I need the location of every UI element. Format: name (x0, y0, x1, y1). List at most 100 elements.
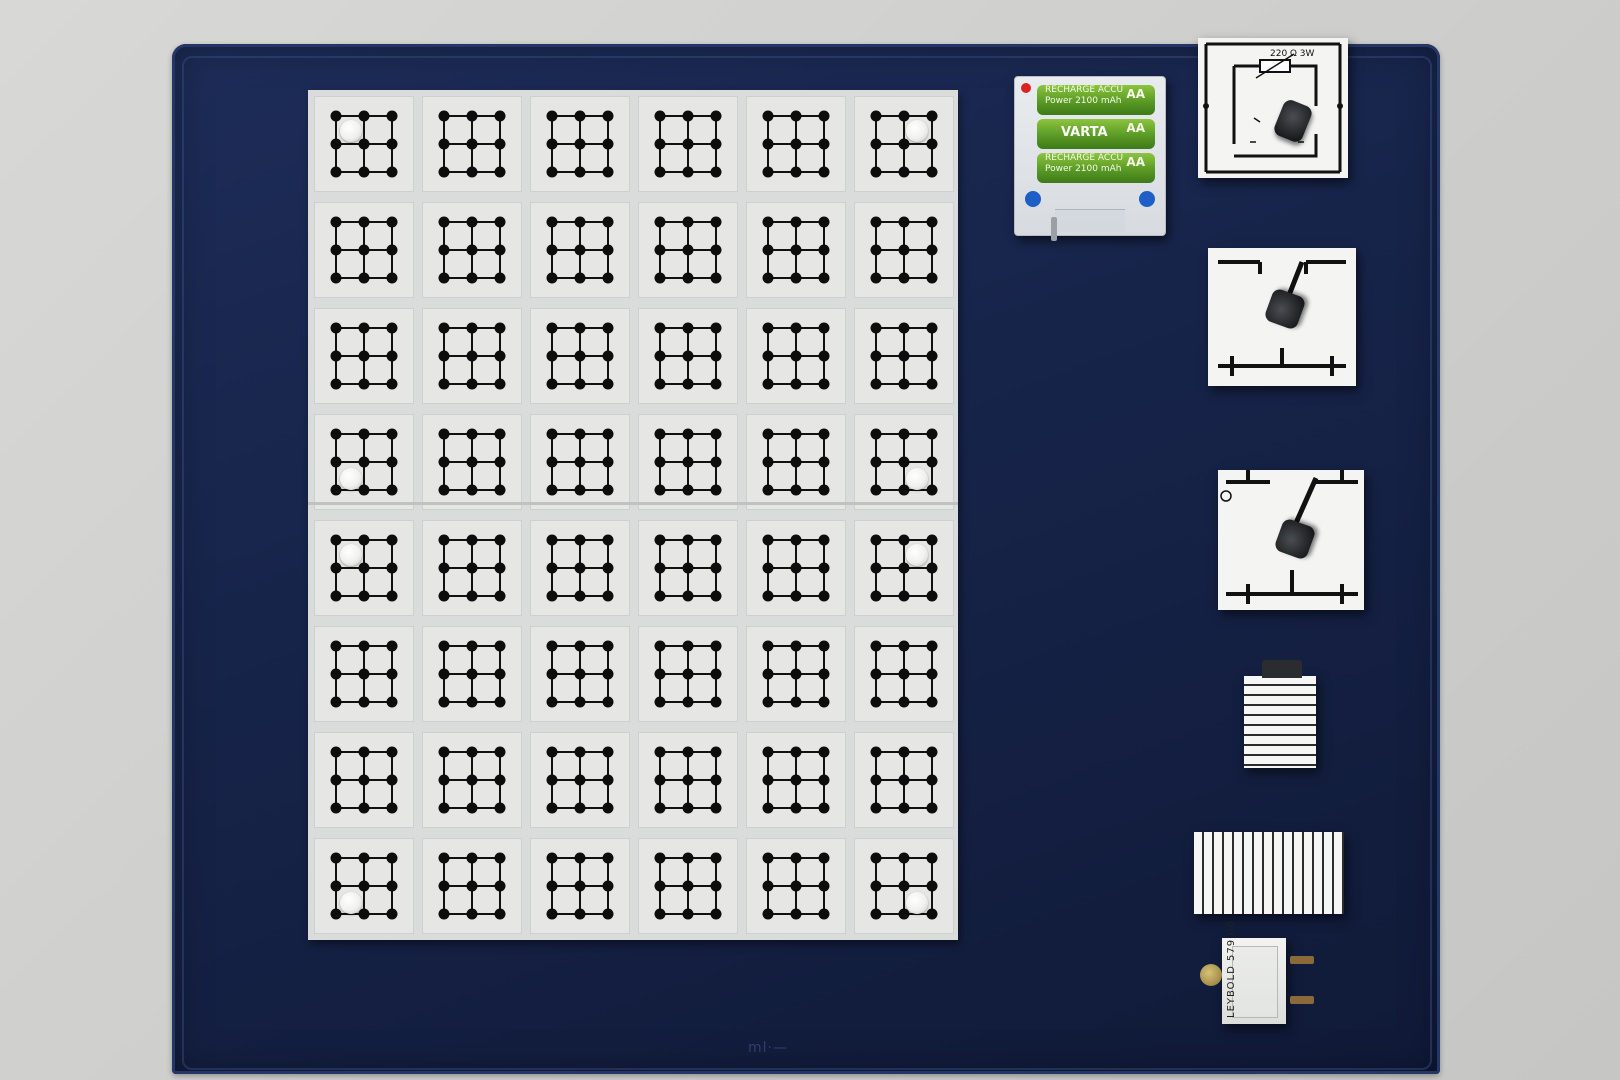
socket-hole[interactable] (466, 880, 478, 892)
socket-hole[interactable] (870, 166, 882, 178)
socket-hole[interactable] (682, 138, 694, 150)
socket-hole[interactable] (818, 696, 830, 708)
board-tile[interactable] (638, 96, 738, 192)
board-tile[interactable] (314, 308, 414, 404)
socket-hole[interactable] (330, 244, 342, 256)
socket-hole[interactable] (546, 428, 558, 440)
socket-hole[interactable] (790, 428, 802, 440)
socket-hole[interactable] (870, 216, 882, 228)
socket-hole[interactable] (682, 802, 694, 814)
socket-hole[interactable] (926, 244, 938, 256)
socket-hole[interactable] (438, 852, 450, 864)
board-tile[interactable] (746, 414, 846, 510)
socket-hole[interactable] (602, 110, 614, 122)
socket-hole[interactable] (870, 244, 882, 256)
socket-hole[interactable] (574, 428, 586, 440)
socket-hole[interactable] (818, 640, 830, 652)
socket-hole[interactable] (466, 852, 478, 864)
board-tile[interactable] (638, 414, 738, 510)
board-tile[interactable] (854, 308, 954, 404)
socket-hole[interactable] (926, 110, 938, 122)
socket-hole[interactable] (438, 272, 450, 284)
socket-hole[interactable] (466, 216, 478, 228)
socket-hole[interactable] (574, 590, 586, 602)
socket-hole[interactable] (386, 350, 398, 362)
socket-hole[interactable] (790, 350, 802, 362)
socket-hole[interactable] (682, 110, 694, 122)
socket-hole[interactable] (762, 456, 774, 468)
socket-hole[interactable] (818, 110, 830, 122)
socket-hole[interactable] (546, 668, 558, 680)
socket-hole[interactable] (574, 272, 586, 284)
board-tile[interactable] (854, 838, 954, 934)
socket-hole[interactable] (386, 484, 398, 496)
socket-hole[interactable] (898, 322, 910, 334)
bridging-plugs-row[interactable] (1194, 832, 1344, 914)
battery-holder[interactable]: RECHARGE ACCU Power 2100 mAh AA VARTA AA… (1014, 76, 1166, 241)
socket-hole[interactable] (602, 350, 614, 362)
socket-hole[interactable] (898, 272, 910, 284)
socket-hole[interactable] (546, 852, 558, 864)
socket-hole[interactable] (710, 110, 722, 122)
socket-hole[interactable] (926, 774, 938, 786)
socket-hole[interactable] (602, 322, 614, 334)
socket-hole[interactable] (602, 138, 614, 150)
socket-hole[interactable] (358, 138, 370, 150)
socket-hole[interactable] (546, 244, 558, 256)
socket-hole[interactable] (358, 590, 370, 602)
socket-hole[interactable] (818, 272, 830, 284)
socket-hole[interactable] (330, 774, 342, 786)
socket-hole[interactable] (654, 428, 666, 440)
socket-hole[interactable] (926, 378, 938, 390)
socket-hole[interactable] (494, 640, 506, 652)
board-tile[interactable] (530, 626, 630, 722)
socket-hole[interactable] (870, 534, 882, 546)
socket-hole[interactable] (494, 802, 506, 814)
socket-hole[interactable] (546, 484, 558, 496)
socket-hole[interactable] (818, 138, 830, 150)
socket-hole[interactable] (762, 562, 774, 574)
socket-hole[interactable] (870, 428, 882, 440)
socket-hole[interactable] (870, 138, 882, 150)
socket-hole[interactable] (926, 166, 938, 178)
socket-hole[interactable] (898, 590, 910, 602)
socket-hole[interactable] (330, 908, 342, 920)
socket-hole[interactable] (386, 534, 398, 546)
socket-hole[interactable] (898, 534, 910, 546)
socket-hole[interactable] (790, 110, 802, 122)
socket-hole[interactable] (466, 378, 478, 390)
socket-hole[interactable] (790, 166, 802, 178)
socket-hole[interactable] (818, 322, 830, 334)
socket-hole[interactable] (710, 378, 722, 390)
socket-hole[interactable] (818, 880, 830, 892)
socket-hole[interactable] (818, 774, 830, 786)
socket-blue-left-icon[interactable] (1025, 191, 1041, 207)
socket-hole[interactable] (438, 378, 450, 390)
socket-hole[interactable] (898, 746, 910, 758)
socket-hole[interactable] (574, 562, 586, 574)
socket-hole[interactable] (710, 880, 722, 892)
socket-hole[interactable] (438, 166, 450, 178)
socket-hole[interactable] (494, 908, 506, 920)
socket-hole[interactable] (926, 216, 938, 228)
socket-hole[interactable] (438, 350, 450, 362)
socket-hole[interactable] (494, 590, 506, 602)
socket-hole[interactable] (602, 562, 614, 574)
socket-hole[interactable] (926, 484, 938, 496)
socket-hole[interactable] (682, 166, 694, 178)
socket-hole[interactable] (466, 350, 478, 362)
socket-hole[interactable] (654, 484, 666, 496)
switch-module-2[interactable] (1218, 470, 1364, 610)
board-tile[interactable] (638, 626, 738, 722)
socket-hole[interactable] (762, 774, 774, 786)
socket-hole[interactable] (898, 696, 910, 708)
socket-hole[interactable] (438, 484, 450, 496)
socket-hole[interactable] (682, 640, 694, 652)
socket-hole[interactable] (494, 428, 506, 440)
board-tile[interactable] (638, 838, 738, 934)
socket-hole[interactable] (926, 534, 938, 546)
socket-hole[interactable] (654, 456, 666, 468)
socket-hole[interactable] (898, 138, 910, 150)
socket-hole[interactable] (438, 908, 450, 920)
socket-hole[interactable] (494, 456, 506, 468)
